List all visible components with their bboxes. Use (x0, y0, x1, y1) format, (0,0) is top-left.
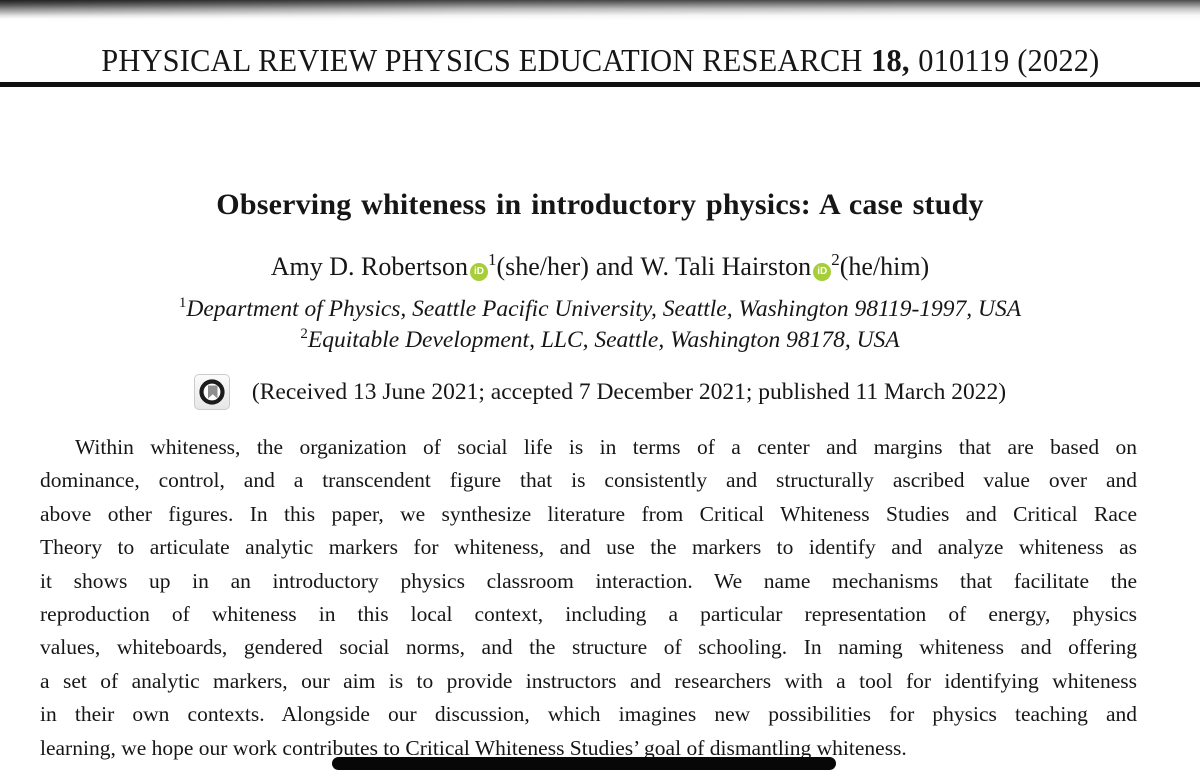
affiliations-block: 1Department of Physics, Seattle Pacific … (0, 294, 1200, 356)
author-affiliation-mark: 2 (831, 250, 840, 269)
abstract-line: learning, we hope our work contributes t… (40, 735, 907, 760)
affiliation-line: 1Department of Physics, Seattle Pacific … (0, 294, 1200, 325)
abstract: Within whiteness, the organization of so… (40, 431, 1137, 765)
journal-name: PHYSICAL REVIEW PHYSICS EDUCATION RESEAR… (100, 42, 863, 78)
orcid-id-icon[interactable]: iD (813, 263, 832, 281)
top-edge-shadow (0, 0, 1200, 22)
abstract-line: in their own contexts. Alongside our dis… (40, 702, 1137, 727)
author-pronouns: (she/her) (496, 252, 589, 281)
article-history-row: (Received 13 June 2021; accepted 7 Decem… (0, 374, 1200, 410)
abstract-line: Theory to articulate analytic markers fo… (40, 535, 1137, 560)
highlight-marker-bar (332, 757, 836, 770)
affiliation-text: Equitable Development, LLC, Seattle, Was… (307, 327, 900, 353)
abstract-line: a set of analytic markers, our aim is to… (40, 668, 1137, 693)
abstract-line: reproduction of whiteness in this local … (40, 601, 1137, 626)
journal-running-head: PHYSICAL REVIEW PHYSICS EDUCATION RESEAR… (0, 42, 1200, 79)
author-name: W. Tali Hairston (640, 252, 812, 281)
affiliation-line: 2Equitable Development, LLC, Seattle, Wa… (0, 325, 1200, 356)
header-double-rule (0, 82, 1200, 87)
paper-title: Observing whiteness in introductory phys… (216, 188, 984, 221)
journal-running-head-text: PHYSICAL REVIEW PHYSICS EDUCATION RESEAR… (101, 42, 1099, 79)
abstract-line: it shows up in an introductory physics c… (40, 568, 1137, 593)
journal-issue-info: 010119 (2022) (917, 42, 1100, 78)
article-history-text: (Received 13 June 2021; accepted 7 Decem… (251, 378, 1007, 405)
authors-line: Amy D. Robertson iD1(she/her) and W. Tali H… (0, 250, 1200, 282)
author-affiliation-mark: 1 (487, 250, 497, 269)
affiliation-text: Department of Physics, Seattle Pacific U… (186, 296, 1022, 322)
affiliation-mark: 2 (300, 326, 308, 342)
abstract-line: Within whiteness, the organization of so… (75, 435, 1137, 459)
abstract-line: dominance, control, and a transcendent f… (40, 468, 1137, 493)
author-pronouns: (he/him) (839, 252, 930, 281)
author-name: Amy D. Robertson (270, 252, 468, 281)
orcid-id-icon[interactable]: iD (469, 263, 488, 281)
affiliation-mark: 1 (178, 295, 187, 311)
crossmark-update-icon[interactable] (193, 374, 230, 410)
journal-volume: 18, (870, 42, 910, 78)
abstract-line: values, whiteboards, gendered social nor… (40, 635, 1137, 660)
author-separator: and (595, 252, 634, 281)
abstract-line: above other figures. In this paper, we s… (40, 501, 1137, 526)
